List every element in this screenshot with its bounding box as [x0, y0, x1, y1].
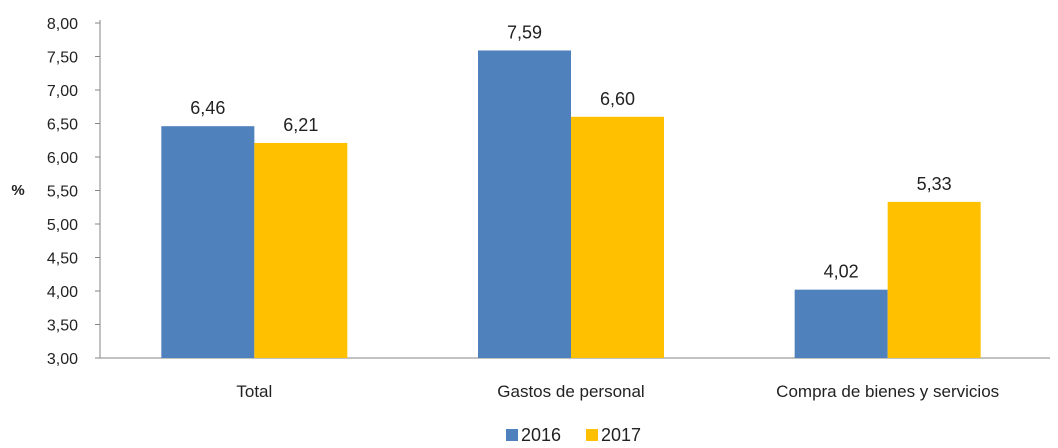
legend: 2016 2017 — [506, 425, 641, 445]
category-label: Compra de bienes y servicios — [776, 382, 999, 401]
bars: 6,46 6,21 7,59 6,60 4,02 5,33 — [161, 22, 981, 359]
y-tick-label: 4,50 — [47, 251, 78, 268]
y-tick-label: 6,00 — [47, 150, 78, 167]
category-label: Gastos de personal — [497, 382, 644, 401]
y-tick-label: 5,00 — [47, 217, 78, 234]
y-tick-label: 5,50 — [47, 184, 78, 201]
data-label: 6,60 — [600, 89, 635, 109]
data-label: 5,33 — [917, 174, 952, 194]
category-label: Total — [236, 382, 272, 401]
data-label: 6,46 — [190, 98, 225, 118]
y-tick-label: 6,50 — [47, 117, 78, 134]
legend-label: 2016 — [521, 425, 561, 445]
data-label: 7,59 — [507, 22, 542, 42]
y-tick-label: 4,00 — [47, 284, 78, 301]
y-tick-label: 3,00 — [47, 351, 78, 368]
bar-2016-1 — [478, 50, 571, 358]
category-labels: Total Gastos de personal Compra de bienes … — [236, 382, 999, 401]
legend-label: 2017 — [601, 425, 641, 445]
y-tick-label: 7,00 — [47, 83, 78, 100]
legend-swatch — [506, 429, 518, 441]
legend-swatch — [586, 429, 598, 441]
y-axis-label: % — [11, 182, 24, 199]
bar-2016-0 — [161, 126, 255, 359]
y-tick-label: 3,50 — [47, 318, 78, 335]
bar-2017-0 — [254, 142, 348, 358]
bar-2017-2 — [887, 201, 981, 358]
y-ticks: 3,00 3,50 4,00 4,50 5,00 5,50 6,00 6,50 7,00 7,50… — [47, 16, 100, 368]
bar-2016-2 — [794, 289, 888, 358]
data-label: 6,21 — [283, 115, 318, 135]
y-tick-label: 7,50 — [47, 50, 78, 67]
data-label: 4,02 — [824, 262, 859, 282]
bar-2017-1 — [571, 116, 664, 358]
y-tick-label: 8,00 — [47, 16, 78, 33]
